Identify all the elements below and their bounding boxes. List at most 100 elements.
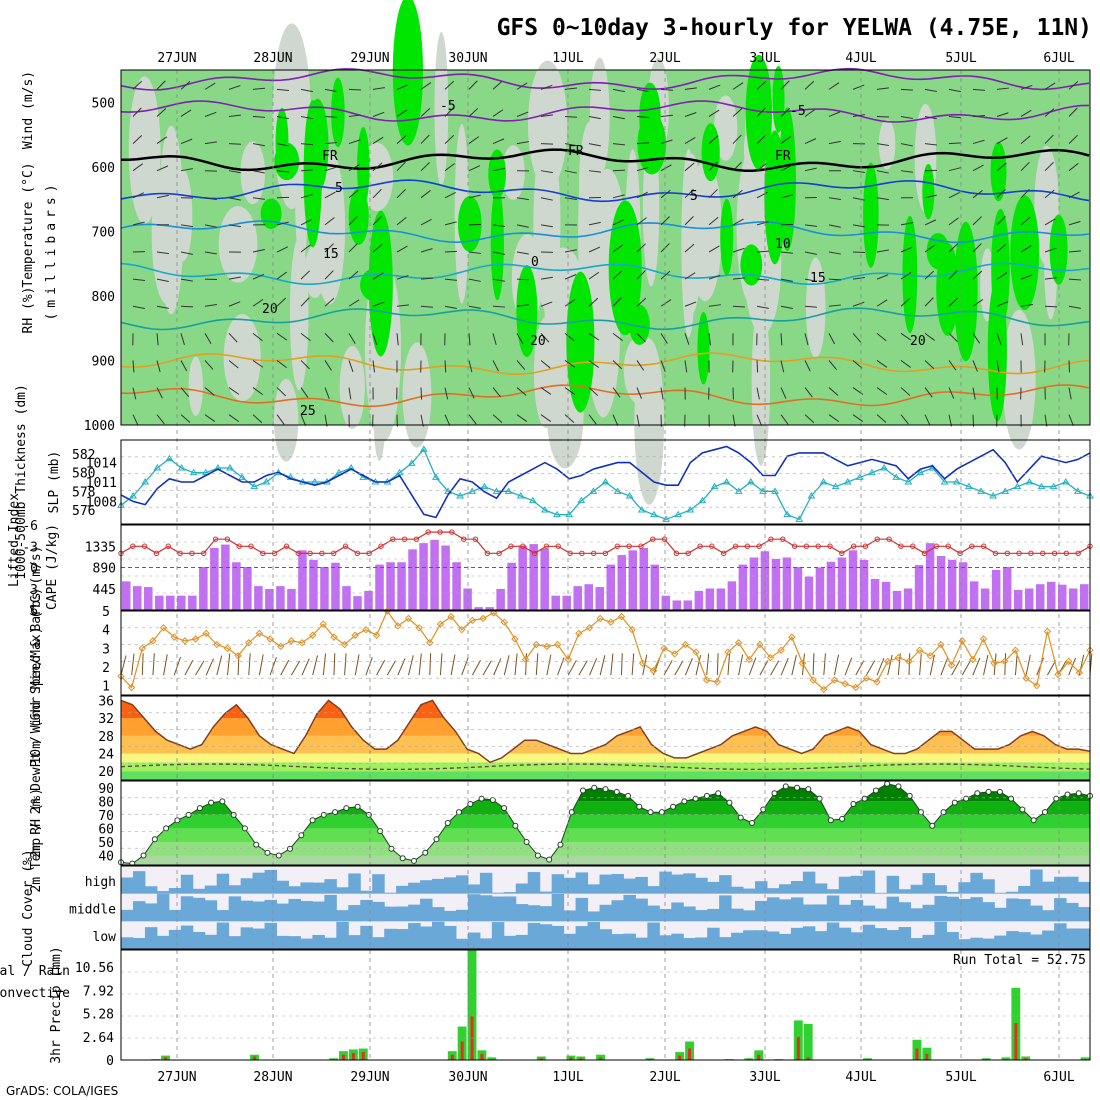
lifted-index-point (1004, 550, 1010, 557)
precip-convective-bar (164, 1057, 167, 1060)
wind-barb (948, 192, 960, 199)
wind-speed-point (234, 652, 242, 660)
precip-convective-bar (688, 1048, 692, 1060)
cloud-cover-cell (599, 929, 612, 949)
temp-bands (121, 700, 1090, 780)
rh-point (929, 822, 936, 829)
wind-barb (276, 88, 289, 92)
wind-speed-point (277, 642, 285, 651)
thickness-point (977, 487, 985, 494)
wind-barb (348, 114, 361, 117)
wind-barb (900, 170, 913, 173)
wind-barb (492, 305, 506, 308)
rh-tick-label: 40 (98, 850, 114, 865)
cloud-cover-cell (982, 902, 995, 922)
wind-barb (1044, 108, 1055, 117)
cloud-cover-cell (192, 888, 206, 894)
wind-barb (228, 276, 241, 280)
thickness-point (637, 506, 646, 513)
wind-barb (684, 87, 697, 90)
wind-barb (492, 167, 505, 172)
wind-barb (564, 299, 576, 307)
lifted-index-point (862, 543, 869, 549)
wind-barb (228, 85, 241, 90)
wind-barb (156, 165, 169, 172)
upper-y-tick-label: 700 (92, 225, 115, 240)
wind-barb (156, 80, 166, 90)
wind-speed-point (1011, 646, 1020, 654)
rh-color-band (121, 855, 1090, 865)
upper-air-panel: -5 -5 FR FR FR 5 5 10 15 15 0 20 20 20 25 (120, 0, 1090, 505)
temp-tick-label: 28 (98, 730, 114, 745)
cloud-cover-cell (850, 875, 864, 894)
credit-label: GrADS: COLA/IGES (6, 1084, 118, 1098)
wind-barb (684, 243, 695, 253)
dewpoint-line (120, 763, 1091, 771)
thickness-point (880, 464, 888, 471)
cloud-cover-cell (623, 878, 636, 894)
wind-barb (972, 299, 984, 307)
wind-barb (780, 194, 793, 199)
cape-bar (606, 564, 616, 610)
wind-barb (444, 221, 457, 226)
thickness-point (783, 510, 792, 518)
wind-barb-10m (812, 653, 815, 676)
wind-speed-point (937, 640, 945, 649)
wind-barb (132, 135, 143, 144)
wind-barb (252, 387, 263, 396)
cloud-cover-cell (396, 906, 409, 922)
cloud-cover-cell (264, 899, 278, 922)
lifted-index-point (472, 536, 479, 542)
wind-barb (420, 108, 431, 117)
rh-dry-region (501, 145, 525, 200)
cloud-cover-cell (503, 935, 517, 949)
cape-bar (529, 544, 538, 610)
wind-barb-10m (503, 655, 510, 676)
cloud-cover-cell (491, 922, 505, 949)
rh-dry-region (681, 149, 696, 338)
wind-barb (852, 276, 865, 280)
wind-barb (372, 162, 383, 172)
wind-barb (300, 270, 311, 280)
rh-point (658, 809, 665, 816)
wind-speed-point (1022, 674, 1030, 682)
wind-barb (1020, 109, 1032, 117)
rh-point (275, 852, 282, 859)
cloud-cover-cell (384, 892, 397, 894)
wind-barb (444, 360, 447, 373)
wind-barb (324, 166, 337, 172)
rh-moist-region (331, 77, 345, 148)
lifted-index-point (165, 543, 171, 549)
precip-convective-bar (915, 1048, 919, 1060)
wind-speed-point (159, 624, 168, 632)
wind-barb (516, 333, 524, 345)
lifted-index-point (791, 543, 798, 549)
lifted-index-point (531, 550, 538, 557)
cape-bar (991, 569, 1001, 610)
lifted-index-point (839, 550, 845, 557)
wind-barb (900, 387, 911, 396)
rh-point (895, 783, 902, 790)
cloud-level-label: high (85, 875, 116, 890)
wind-barb (132, 221, 145, 226)
cloud-cover-cell (838, 876, 852, 894)
cloud-cover-cell (647, 905, 660, 922)
cloud-cover-cell (432, 907, 445, 922)
wind-barb (372, 243, 383, 253)
cloud-cover-cell (288, 898, 301, 922)
lifted-index-point (673, 550, 680, 557)
rh-dry-region (339, 345, 365, 429)
wind-barb-10m (184, 659, 194, 676)
wind-barb (156, 387, 163, 399)
wind-barb (180, 360, 188, 372)
cape-bar (496, 588, 505, 610)
precip-convective-bar (539, 1058, 543, 1060)
cloud-cover-cell (1042, 930, 1055, 949)
cloud-cover-cell (444, 877, 457, 894)
wind-barb (468, 194, 481, 199)
cape-bar (661, 595, 671, 610)
cloud-cover-cell (324, 937, 337, 949)
thickness-point (868, 468, 876, 476)
cloud-cover-cell (575, 897, 589, 922)
